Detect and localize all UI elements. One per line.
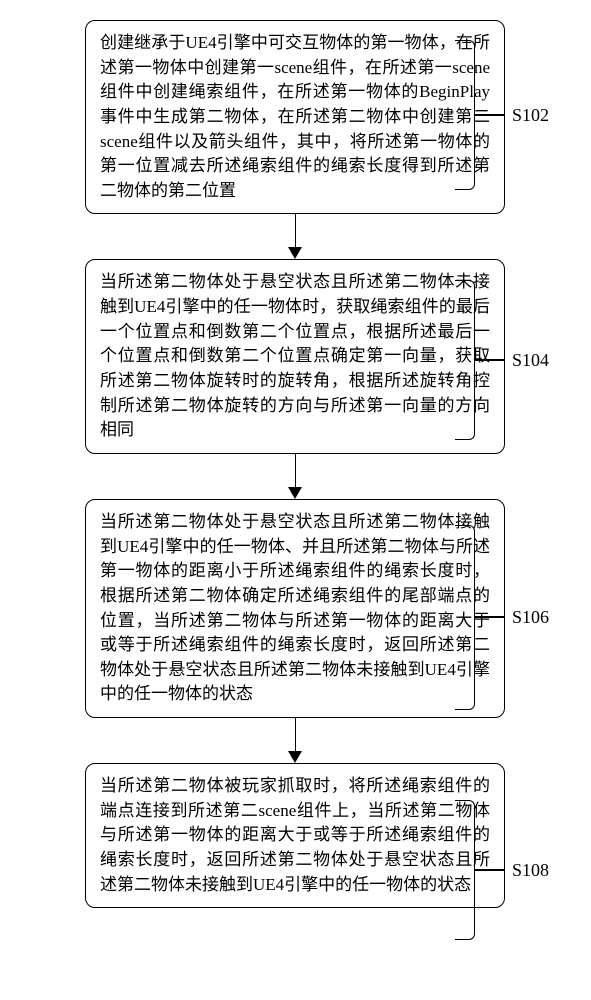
flowchart-container: 创建继承于UE4引擎中可交互物体的第一物体，在所述第一物体中创建第一scene组… xyxy=(30,20,560,908)
arrow-icon xyxy=(288,454,302,499)
brace-icon xyxy=(455,280,475,440)
arrow-icon xyxy=(288,718,302,763)
step-label-s102: S102 xyxy=(512,105,549,126)
step-text: 创建继承于UE4引擎中可交互物体的第一物体，在所述第一物体中创建第一scene组… xyxy=(100,33,490,200)
step-text: 当所述第二物体被玩家抓取时，将所述绳索组件的端点连接到所述第二scene组件上，… xyxy=(100,776,490,894)
brace-tip-icon xyxy=(475,869,505,871)
arrow-icon xyxy=(288,214,302,259)
step-label-s106: S106 xyxy=(512,607,549,628)
brace-tip-icon xyxy=(475,114,505,116)
step-text: 当所述第二物体处于悬空状态且所述第二物体未接触到UE4引擎中的任一物体时，获取绳… xyxy=(100,272,490,439)
step-label-s104: S104 xyxy=(512,350,549,371)
step-text: 当所述第二物体处于悬空状态且所述第二物体接触到UE4引擎中的任一物体、并且所述第… xyxy=(100,512,490,703)
brace-tip-icon xyxy=(475,359,505,361)
brace-icon xyxy=(455,525,475,710)
flow-step-s102: 创建继承于UE4引擎中可交互物体的第一物体，在所述第一物体中创建第一scene组… xyxy=(85,20,505,214)
brace-icon xyxy=(455,800,475,940)
brace-tip-icon xyxy=(475,616,505,618)
flow-step-s108: 当所述第二物体被玩家抓取时，将所述绳索组件的端点连接到所述第二scene组件上，… xyxy=(85,763,505,908)
step-label-s108: S108 xyxy=(512,860,549,881)
flow-step-s106: 当所述第二物体处于悬空状态且所述第二物体接触到UE4引擎中的任一物体、并且所述第… xyxy=(85,499,505,718)
brace-icon xyxy=(455,40,475,190)
flow-step-s104: 当所述第二物体处于悬空状态且所述第二物体未接触到UE4引擎中的任一物体时，获取绳… xyxy=(85,259,505,453)
